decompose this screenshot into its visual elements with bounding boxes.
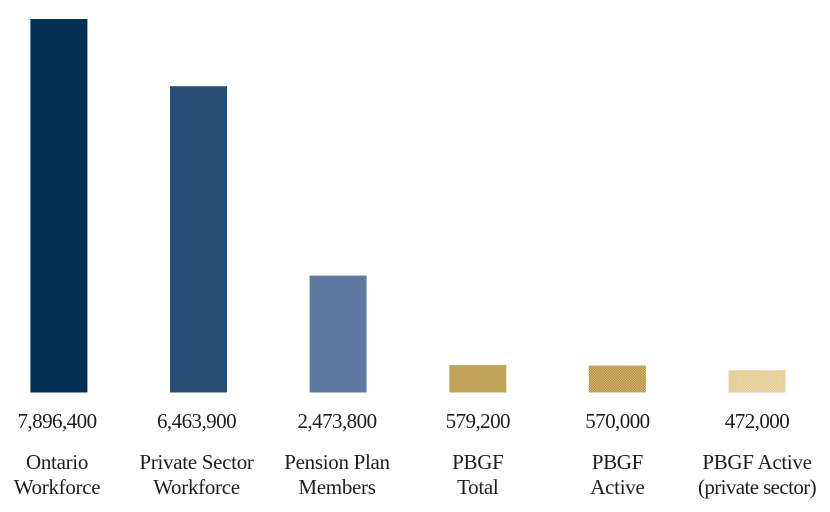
svg-text:6,463,900: 6,463,900 <box>157 409 236 433</box>
svg-text:2,473,800: 2,473,800 <box>297 409 376 433</box>
svg-text:PBGF Active: PBGF Active <box>702 450 811 474</box>
svg-text:Workforce: Workforce <box>153 475 240 499</box>
svg-text:7,896,400: 7,896,400 <box>17 409 96 433</box>
svg-text:472,000: 472,000 <box>725 409 789 433</box>
svg-text:(private sector): (private sector) <box>698 475 817 499</box>
svg-text:Active: Active <box>590 475 644 499</box>
svg-text:PBGF: PBGF <box>592 450 643 474</box>
svg-text:Ontario: Ontario <box>26 450 88 474</box>
svg-text:Workforce: Workforce <box>14 475 101 499</box>
svg-text:PBGF: PBGF <box>452 450 503 474</box>
svg-text:Members: Members <box>298 475 375 499</box>
svg-text:579,200: 579,200 <box>446 409 510 433</box>
svg-text:Total: Total <box>457 475 499 499</box>
svg-text:570,000: 570,000 <box>585 409 649 433</box>
svg-text:Pension Plan: Pension Plan <box>284 450 390 474</box>
svg-text:Private Sector: Private Sector <box>139 450 253 474</box>
